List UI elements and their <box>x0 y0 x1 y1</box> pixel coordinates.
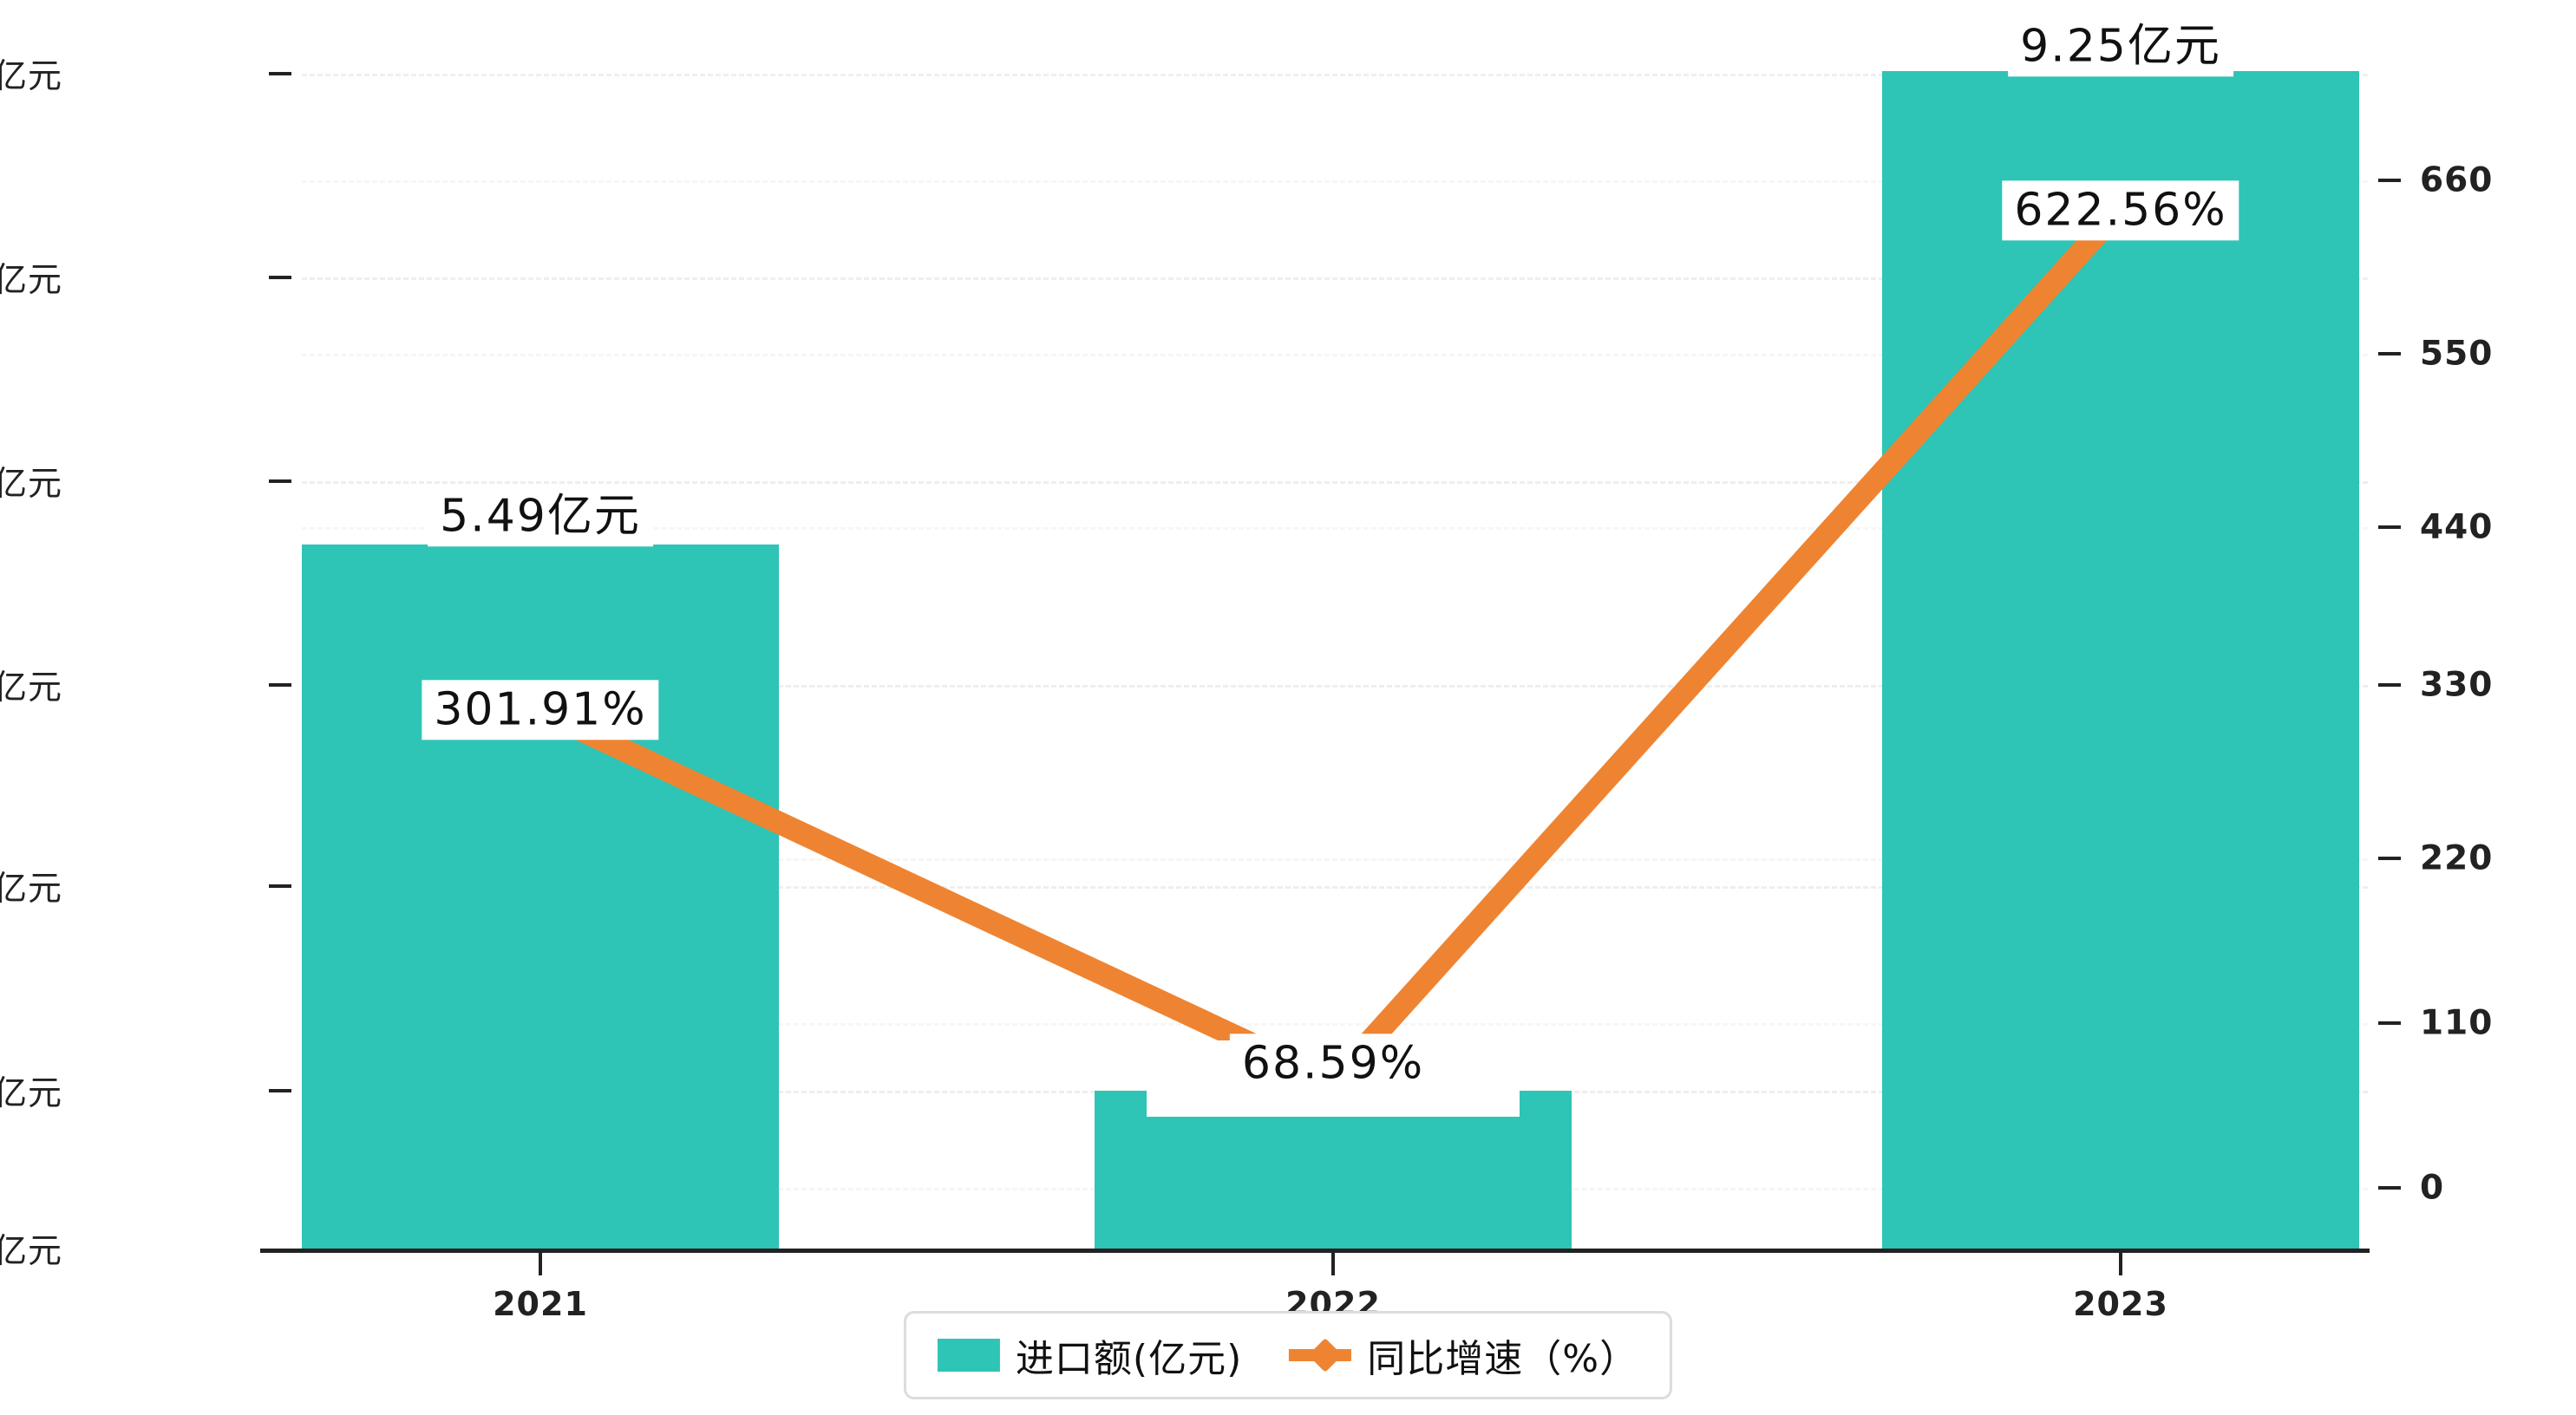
y-right-tickmark <box>2378 683 2401 687</box>
legend-square-swatch-icon <box>937 1339 1000 1372</box>
bar-2023[interactable] <box>1882 71 2359 1249</box>
y-left-tick-label: 2.88亿元 <box>0 870 62 909</box>
chart-legend: 进口额(亿元) 同比增速（%） <box>903 1311 1673 1399</box>
y-left-tick-label: 0.0亿元 <box>0 1232 62 1271</box>
gridline-major <box>302 74 2368 76</box>
y-left-tick-label: 4.47亿元 <box>0 668 62 708</box>
legend-label-growth-rate: 同比增速（%） <box>1367 1337 1639 1381</box>
y-right-tick-label: 440 <box>2420 507 2494 547</box>
line-value-label-2023: 622.56% <box>2002 180 2239 241</box>
bar-value-label-2023: 9.25亿元 <box>2008 16 2233 77</box>
y-right-tick-label: 330 <box>2420 665 2494 705</box>
x-axis-line <box>260 1249 2370 1253</box>
legend-line-diamond-marker-icon <box>1289 1338 1352 1373</box>
legend-item-growth-rate[interactable]: 同比增速（%） <box>1289 1327 1638 1383</box>
y-right-tick-label: 660 <box>2420 160 2494 200</box>
x-tickmark <box>539 1251 542 1275</box>
y-right-tickmark <box>2378 352 2401 355</box>
line-value-label-2022: 68.59% <box>1229 1034 1437 1094</box>
y-right-tick-label: 220 <box>2420 838 2494 878</box>
legend-label-import-amount: 进口额(亿元) <box>1015 1337 1243 1381</box>
x-tickmark <box>2119 1251 2122 1275</box>
y-left-tickmark <box>269 683 291 687</box>
y-right-tick-label: 550 <box>2420 334 2494 374</box>
y-left-tick-label: 6.06亿元 <box>0 465 62 504</box>
bar-2022[interactable] <box>1095 1091 1572 1249</box>
bar-value-label-2021: 5.49亿元 <box>428 486 653 547</box>
y-left-tick-label: 9.25亿元 <box>0 57 62 96</box>
y-right-tickmark <box>2378 525 2401 529</box>
x-tick-label-2021: 2021 <box>493 1285 588 1323</box>
y-right-tickmark <box>2378 1186 2401 1190</box>
gridline-minor <box>302 180 2368 183</box>
y-left-tick-label: 1.28亿元 <box>0 1074 62 1113</box>
bar-2021[interactable] <box>302 544 779 1249</box>
y-right-tickmark <box>2378 179 2401 182</box>
y-left-tickmark <box>269 1089 291 1092</box>
x-tickmark <box>1331 1251 1335 1275</box>
y-left-tickmark <box>269 72 291 75</box>
y-left-tickmark <box>269 479 291 483</box>
y-right-tick-label: 110 <box>2420 1003 2494 1043</box>
y-right-tickmark <box>2378 857 2401 860</box>
legend-item-import-amount[interactable]: 进口额(亿元) <box>937 1327 1243 1383</box>
y-right-tick-label: 0 <box>2420 1168 2445 1208</box>
x-tick-label-2023: 2023 <box>2073 1285 2168 1323</box>
y-left-tickmark <box>269 276 291 279</box>
y-left-tick-label: 7.66亿元 <box>0 261 62 300</box>
y-left-tickmark <box>269 884 291 888</box>
line-value-label-2021: 301.91% <box>422 680 659 740</box>
y-right-tickmark <box>2378 1021 2401 1025</box>
